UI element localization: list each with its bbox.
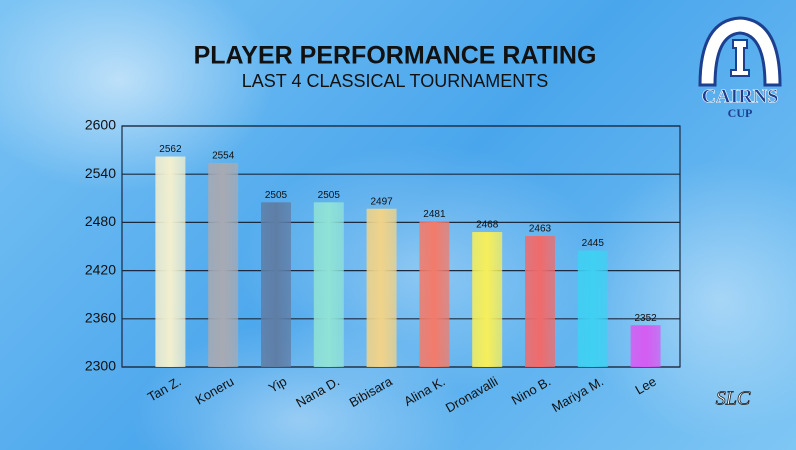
x-tick-label: Alina K. <box>401 374 447 409</box>
logo-name: CAIRNS <box>702 86 779 108</box>
y-tick-label: 2300 <box>85 358 116 374</box>
bar <box>577 250 608 367</box>
value-label: 2562 <box>159 144 182 155</box>
x-tick-label: Dronavalli <box>443 374 501 416</box>
x-tick-label: Koneru <box>193 374 237 408</box>
bar <box>155 156 186 367</box>
y-tick-label: 2480 <box>85 213 116 229</box>
cairns-logo: CAIRNS CUP <box>698 16 782 120</box>
value-label: 2554 <box>212 151 235 162</box>
value-label: 2352 <box>634 313 657 324</box>
bar <box>208 162 239 367</box>
monogram: SLC <box>716 388 751 410</box>
x-tick-label: Nana D. <box>293 374 342 411</box>
value-label: 2505 <box>318 190 341 201</box>
x-tick-label: Mariya M. <box>549 374 606 416</box>
bar <box>366 208 397 367</box>
logo-sub: CUP <box>728 106 753 120</box>
value-label: 2463 <box>529 224 552 235</box>
value-label: 2505 <box>265 190 288 201</box>
chart-title: PLAYER PERFORMANCE RATING <box>194 42 597 70</box>
value-label: 2481 <box>423 209 446 220</box>
x-tick-label: Tan Z. <box>145 374 184 405</box>
y-tick-label: 2420 <box>85 261 116 277</box>
y-tick-label: 2600 <box>85 117 116 133</box>
bar <box>472 232 503 367</box>
value-label: 2468 <box>476 220 499 231</box>
chart-subtitle: LAST 4 CLASSICAL TOURNAMENTS <box>242 71 548 91</box>
y-tick-label: 2360 <box>85 310 116 326</box>
plot-frame <box>121 125 681 368</box>
y-tick-label: 2540 <box>85 165 116 181</box>
logo-arch <box>698 16 782 87</box>
bar <box>630 325 661 367</box>
bar <box>261 202 291 367</box>
value-label: 2497 <box>370 196 393 207</box>
bar <box>419 221 450 367</box>
logo-rook <box>730 39 750 77</box>
x-tick-label: Nino B. <box>509 374 553 408</box>
x-tick-label: Bibisara <box>347 373 396 410</box>
x-tick-label: Yip <box>266 374 289 396</box>
bar <box>313 202 344 367</box>
x-tick-label: Lee <box>633 374 659 398</box>
value-label: 2445 <box>582 238 605 249</box>
bar <box>525 236 555 367</box>
